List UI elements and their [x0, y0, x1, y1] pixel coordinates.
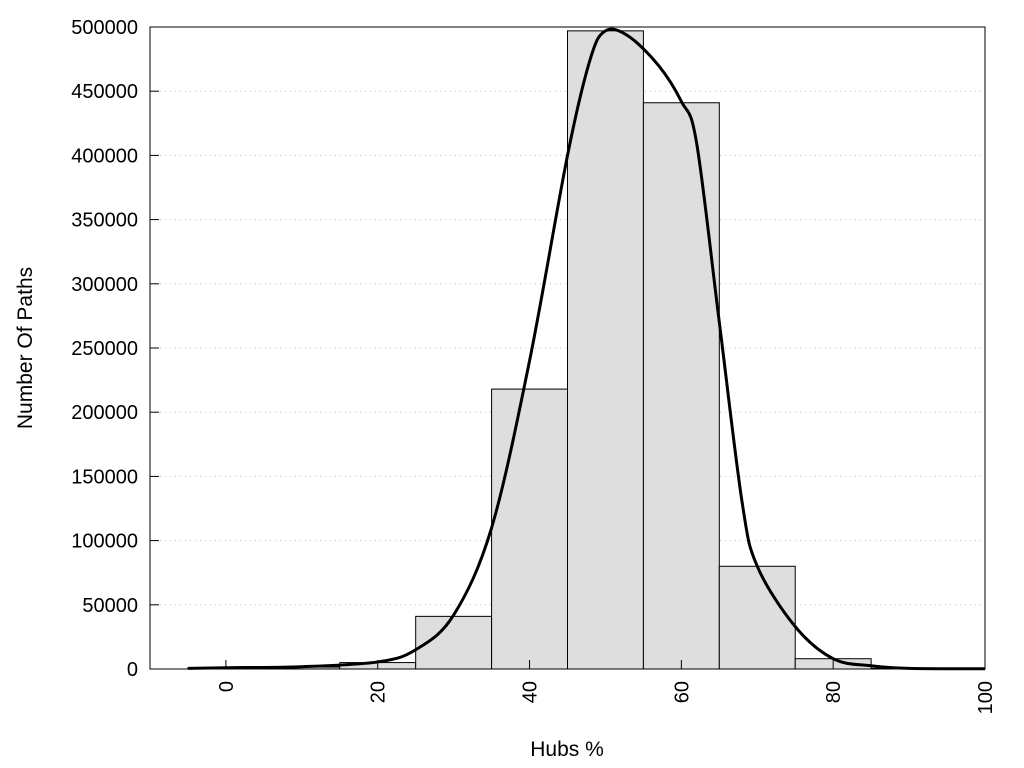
- y-tick-label: 300000: [71, 274, 138, 296]
- y-tick-label: 150000: [71, 466, 138, 488]
- bars: [187, 30, 986, 670]
- histogram-bar: [718, 565, 796, 670]
- y-axis-label: Number Of Paths: [14, 267, 37, 429]
- grid-lines: [150, 90, 985, 606]
- x-tick-label: 0: [216, 681, 238, 692]
- y-tick-label: 0: [127, 659, 138, 681]
- y-axis-ticks: 0 50000 100000 150000 200000 250000 300000 3500…: [71, 17, 159, 681]
- y-tick-label: 450000: [71, 81, 138, 103]
- histogram-bar: [567, 30, 644, 670]
- x-axis-ticks: 0 20 40 60 80 100: [216, 660, 997, 714]
- x-tick-label: 60: [671, 681, 693, 703]
- y-tick-label: 250000: [71, 338, 138, 360]
- x-tick-label: 40: [520, 681, 542, 703]
- y-tick-label: 200000: [71, 402, 138, 424]
- y-tick-label: 500000: [71, 17, 138, 39]
- histogram-bar: [642, 102, 720, 670]
- density-curve: [187, 27, 986, 671]
- x-tick-label: 100: [975, 681, 997, 714]
- y-tick-label: 400000: [71, 145, 138, 167]
- x-tick-label: 80: [823, 681, 845, 703]
- x-tick-label: 20: [368, 681, 390, 703]
- y-tick-label: 100000: [71, 531, 138, 553]
- y-tick-label: 350000: [71, 210, 138, 232]
- y-tick-label: 50000: [82, 595, 138, 617]
- histogram-bar: [491, 388, 568, 670]
- x-axis-label: Hubs %: [530, 738, 604, 761]
